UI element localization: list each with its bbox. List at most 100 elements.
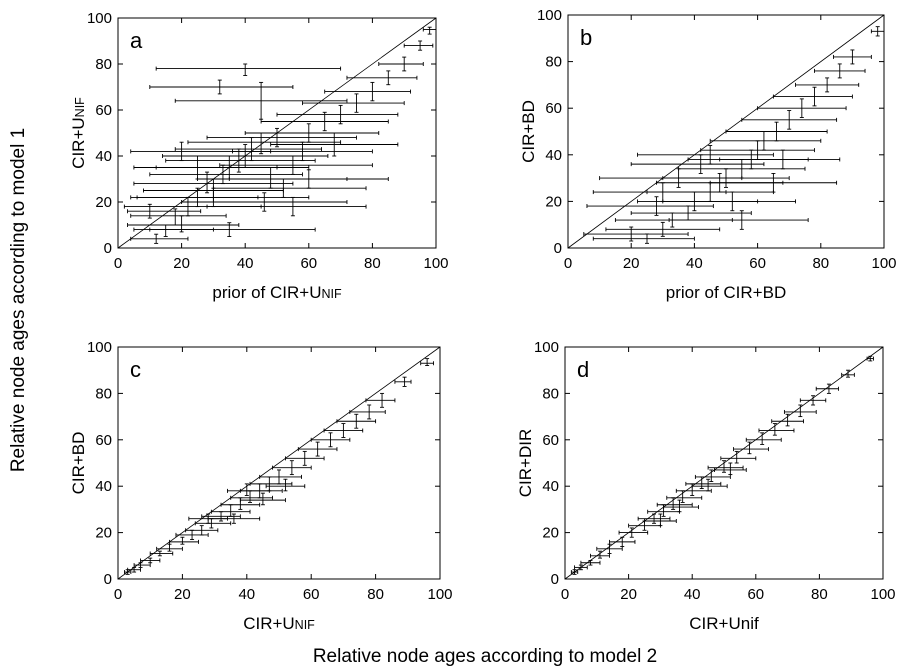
panel-letter: d xyxy=(577,357,589,382)
data-point xyxy=(206,127,357,148)
data-point xyxy=(422,26,437,35)
x-tick-label: 40 xyxy=(684,586,701,603)
data-point xyxy=(130,187,310,208)
x-tick-label: 80 xyxy=(812,255,829,272)
plot-frame xyxy=(117,346,441,580)
y-tick-label: 100 xyxy=(87,339,112,356)
data-point xyxy=(270,132,399,157)
data-point xyxy=(630,154,765,174)
data-point xyxy=(574,564,588,571)
data-point xyxy=(691,478,728,492)
data-point xyxy=(149,550,174,557)
data-point xyxy=(580,559,601,566)
data-point xyxy=(230,490,274,503)
data-point xyxy=(149,222,316,237)
data-point xyxy=(244,123,380,143)
data-point xyxy=(194,518,232,529)
y-axis-label-main: CIR+BD xyxy=(519,100,538,163)
x-axis-label-main: prior of CIR+BD xyxy=(666,283,786,302)
x-axis-label-main: prior of CIR+U xyxy=(212,283,321,302)
y-tick-label: 0 xyxy=(104,571,112,588)
data-point xyxy=(609,536,636,547)
data-point xyxy=(644,513,677,527)
y-tick-label: 40 xyxy=(542,478,559,495)
x-tick-label: 80 xyxy=(364,255,381,272)
data-point xyxy=(630,205,752,221)
data-point xyxy=(130,233,189,244)
data-point xyxy=(394,376,412,387)
data-point xyxy=(870,26,885,37)
data-point xyxy=(733,441,769,455)
y-tick-label: 0 xyxy=(551,571,559,588)
data-point xyxy=(133,224,214,237)
y-tick-label: 60 xyxy=(545,100,562,117)
data-point xyxy=(694,469,731,483)
data-point xyxy=(187,132,342,155)
data-point xyxy=(133,171,294,194)
data-point xyxy=(832,49,872,65)
data-point xyxy=(637,145,774,165)
data-point xyxy=(586,196,714,216)
y-axis-label: CIR+BD xyxy=(519,100,538,163)
x-tick-label: 20 xyxy=(623,255,640,272)
x-tick-label: 60 xyxy=(749,255,766,272)
panel-letter: b xyxy=(580,25,592,50)
x-axis-label: CIR+Unif xyxy=(689,614,759,633)
y-tick-label: 60 xyxy=(95,102,112,119)
identity-line xyxy=(117,346,441,580)
y-tick-label: 80 xyxy=(95,385,112,402)
y-tick-label: 100 xyxy=(537,7,562,24)
data-point xyxy=(700,140,815,160)
y-tick-label: 100 xyxy=(534,339,559,356)
panel-d: 0 20 40 60 80 100 0 20 40 60 80 100 d CIR+Unif CIR+DIR xyxy=(516,339,896,633)
plot-frame xyxy=(567,14,885,249)
data-point xyxy=(771,413,804,427)
data-point xyxy=(155,63,342,76)
data-point xyxy=(618,527,649,538)
data-point xyxy=(583,226,689,242)
data-point xyxy=(814,63,866,79)
global-y-label: Relative node ages according to model 1 xyxy=(8,128,29,472)
x-tick-label: 100 xyxy=(427,586,452,603)
data-point xyxy=(219,155,373,175)
data-point xyxy=(127,215,240,233)
data-point xyxy=(336,413,377,429)
y-axis-label: CIR+DIR xyxy=(516,429,535,497)
x-tick-label: 20 xyxy=(173,255,190,272)
x-axis-label: prior of CIR+BD xyxy=(666,283,786,302)
data-point xyxy=(403,40,434,51)
data-point xyxy=(227,483,270,496)
data-point xyxy=(188,513,228,524)
x-tick-label: 60 xyxy=(303,586,320,603)
y-tick-label: 100 xyxy=(87,10,112,27)
data-point xyxy=(127,566,141,573)
panel-letter: a xyxy=(130,28,143,53)
data-point xyxy=(156,543,183,552)
data-point xyxy=(310,432,351,448)
y-tick-label: 80 xyxy=(542,385,559,402)
data-point xyxy=(866,355,874,362)
y-tick-label: 60 xyxy=(542,432,559,449)
x-axis-label-smallcaps: NIF xyxy=(295,618,316,632)
y-tick-label: 20 xyxy=(542,525,559,542)
y-tick-label: 60 xyxy=(95,432,112,449)
panel-b: 0 20 40 60 80 100 0 20 40 60 80 100 b prior of CIR+BD… xyxy=(519,7,897,302)
panel-c: 0 20 40 60 80 100 0 20 40 60 80 100 c CIR+UNIF CIR+BD xyxy=(69,339,453,633)
data-point xyxy=(592,233,695,244)
data-point xyxy=(272,460,312,476)
x-tick-label: 0 xyxy=(114,586,122,603)
data-point xyxy=(709,172,838,193)
x-tick-label: 40 xyxy=(686,255,703,272)
y-tick-label: 40 xyxy=(95,148,112,165)
data-point xyxy=(169,536,199,545)
data-point xyxy=(589,550,610,559)
data-point xyxy=(662,191,796,212)
data-point xyxy=(206,196,367,217)
data-point xyxy=(276,104,399,125)
data-point xyxy=(678,159,806,179)
y-axis-label-main: CIR+U xyxy=(69,117,88,168)
data-point xyxy=(346,70,418,86)
data-point xyxy=(741,110,838,130)
data-point xyxy=(149,79,294,95)
